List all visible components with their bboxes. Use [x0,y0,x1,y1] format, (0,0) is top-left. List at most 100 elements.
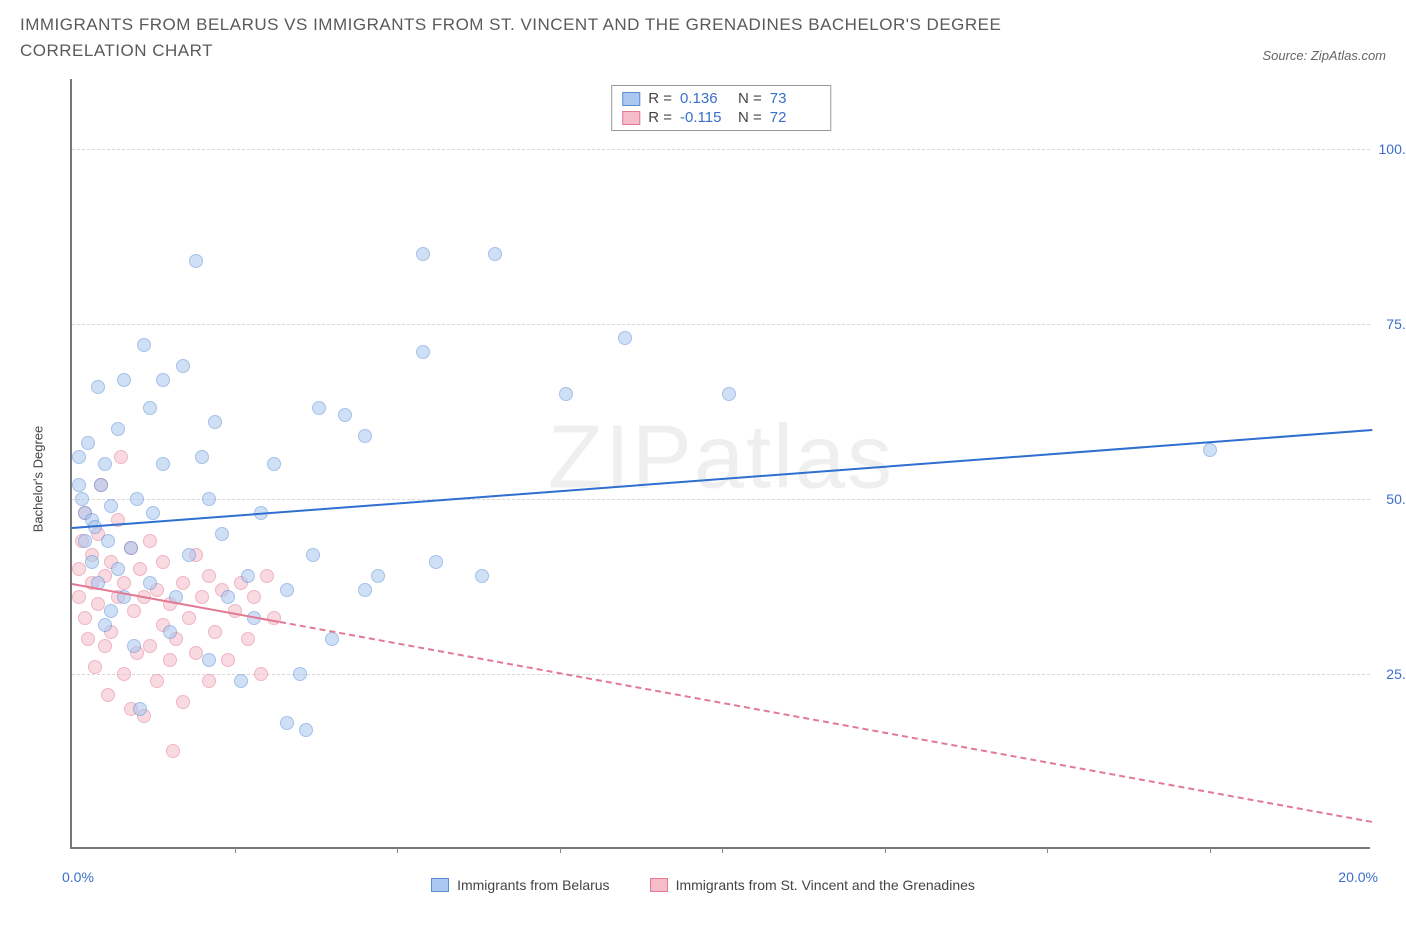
data-point [124,541,138,555]
data-point [312,401,326,415]
legend-label-b: Immigrants from St. Vincent and the Gren… [676,877,975,893]
swatch-series-a [622,92,640,106]
data-point [166,744,180,758]
data-point [241,632,255,646]
series-a-n-value: 73 [770,90,820,107]
data-point [81,632,95,646]
data-point [133,562,147,576]
data-point [127,604,141,618]
data-point [234,674,248,688]
data-point [260,569,274,583]
data-point [101,688,115,702]
data-point [163,653,177,667]
legend: Immigrants from Belarus Immigrants from … [20,877,1386,893]
y-axis-label: Bachelor's Degree [31,426,46,533]
data-point [78,611,92,625]
data-point [98,618,112,632]
data-point [72,478,86,492]
data-point [117,576,131,590]
data-point [215,527,229,541]
stat-label-r: R = [648,109,672,126]
data-point [133,702,147,716]
data-point [75,492,89,506]
data-point [91,380,105,394]
data-point [208,415,222,429]
series-b-n-value: 72 [770,109,820,126]
data-point [475,569,489,583]
data-point [280,583,294,597]
data-point [143,401,157,415]
series-b-r-value: -0.115 [680,109,730,126]
stat-label-r: R = [648,90,672,107]
y-tick-label: 50.0% [1386,491,1406,507]
data-point [88,660,102,674]
data-point [91,597,105,611]
data-point [111,422,125,436]
data-point [195,590,209,604]
data-point [618,331,632,345]
source-label: Source: ZipAtlas.com [1262,48,1386,63]
trend-line [72,429,1372,529]
chart-title: IMMIGRANTS FROM BELARUS VS IMMIGRANTS FR… [20,12,1120,63]
plot-area: ZIPatlas R = 0.136 N = 73 R = -0.115 N =… [70,79,1370,849]
data-point [98,639,112,653]
data-point [137,338,151,352]
data-point [143,639,157,653]
data-point [189,254,203,268]
data-point [176,359,190,373]
y-tick-label: 25.0% [1386,666,1406,682]
data-point [72,562,86,576]
data-point [299,723,313,737]
data-point [176,576,190,590]
data-point [163,625,177,639]
data-point [722,387,736,401]
data-point [358,583,372,597]
stat-label-n: N = [738,90,762,107]
legend-swatch-a [431,878,449,892]
data-point [81,436,95,450]
data-point [416,345,430,359]
data-point [114,450,128,464]
data-point [293,667,307,681]
data-point [559,387,573,401]
stats-box: R = 0.136 N = 73 R = -0.115 N = 72 [611,85,831,131]
data-point [202,569,216,583]
data-point [371,569,385,583]
data-point [202,653,216,667]
data-point [306,548,320,562]
data-point [127,639,141,653]
data-point [176,695,190,709]
data-point [72,450,86,464]
data-point [150,674,164,688]
data-point [182,611,196,625]
data-point [416,247,430,261]
data-point [182,548,196,562]
data-point [202,492,216,506]
data-point [358,429,372,443]
y-tick-label: 100.0% [1379,141,1406,157]
data-point [117,667,131,681]
data-point [156,373,170,387]
data-point [189,646,203,660]
data-point [101,534,115,548]
y-tick-label: 75.0% [1386,316,1406,332]
trend-line [280,621,1372,823]
data-point [104,604,118,618]
stat-label-n: N = [738,109,762,126]
data-point [195,450,209,464]
data-point [146,506,160,520]
data-point [143,576,157,590]
data-point [488,247,502,261]
data-point [104,499,118,513]
data-point [221,653,235,667]
legend-label-a: Immigrants from Belarus [457,877,609,893]
correlation-chart: Bachelor's Degree ZIPatlas R = 0.136 N =… [20,69,1386,889]
data-point [247,590,261,604]
data-point [156,457,170,471]
data-point [143,534,157,548]
data-point [429,555,443,569]
data-point [85,555,99,569]
data-point [117,373,131,387]
data-point [202,674,216,688]
data-point [94,478,108,492]
